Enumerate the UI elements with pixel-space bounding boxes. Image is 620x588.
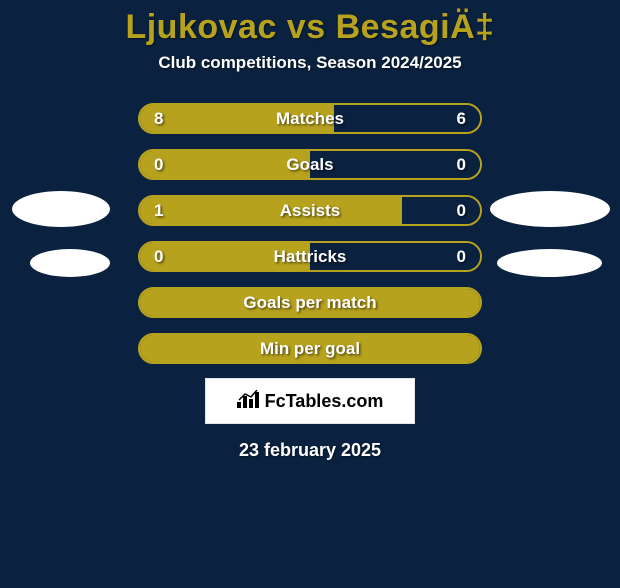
stat-value-left: 1 <box>154 201 163 221</box>
bars-icon <box>237 390 259 413</box>
stat-label: Assists <box>280 201 340 221</box>
logo-text: FcTables.com <box>265 391 384 412</box>
stat-row: Min per goal <box>138 333 482 364</box>
avatar-right-main <box>490 191 610 227</box>
stats-container: Matches86Goals00Assists10Hattricks00Goal… <box>0 103 620 364</box>
stat-label: Hattricks <box>274 247 347 267</box>
stat-value-right: 6 <box>457 109 466 129</box>
avatar-right-small <box>497 249 602 277</box>
stat-label: Min per goal <box>260 339 360 359</box>
avatar-left-main <box>12 191 110 227</box>
stat-value-right: 0 <box>457 201 466 221</box>
stat-row: Assists 1 0 <box>138 195 482 226</box>
logo-box: FcTables.com <box>205 378 415 424</box>
page-title: Ljukovac vs BesagiÄ‡ <box>0 8 620 47</box>
stat-label: Goals <box>286 155 333 175</box>
stat-row: Goals 0 0 <box>138 149 482 180</box>
page-subtitle: Club competitions, Season 2024/2025 <box>0 53 620 73</box>
stat-row: Matches 8 6 <box>138 103 482 134</box>
stat-label: Matches <box>276 109 344 129</box>
footer-date: 23 february 2025 <box>0 440 620 461</box>
avatar-left-small <box>30 249 110 277</box>
stat-row: Hattricks 0 0 <box>138 241 482 272</box>
stat-row: Goals per match <box>138 287 482 318</box>
stat-value-left: 8 <box>154 109 163 129</box>
stat-value-left: 0 <box>154 155 163 175</box>
stat-value-right: 0 <box>457 155 466 175</box>
stat-value-right: 0 <box>457 247 466 267</box>
stat-label: Goals per match <box>243 293 376 313</box>
stat-value-left: 0 <box>154 247 163 267</box>
